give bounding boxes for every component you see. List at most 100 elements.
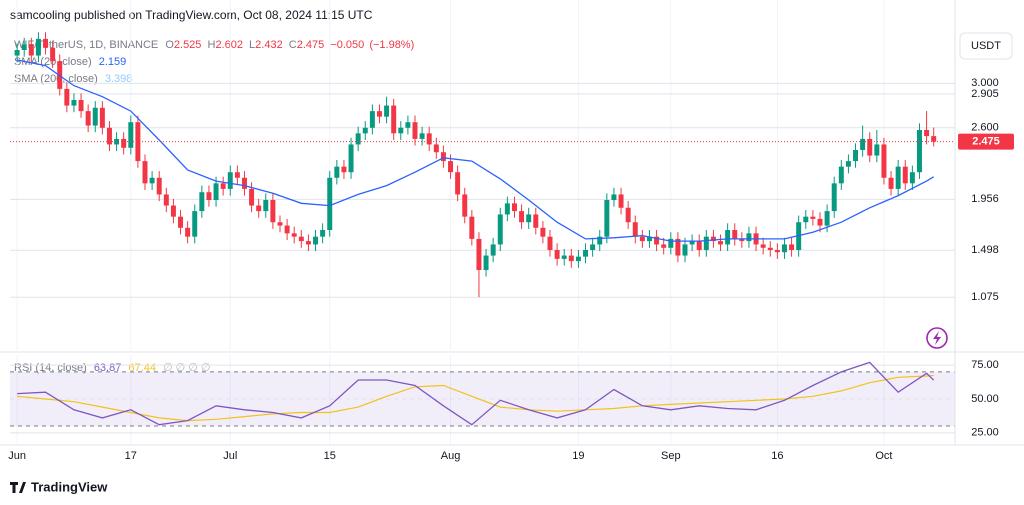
candle-body — [803, 216, 809, 223]
candle-body — [149, 177, 155, 184]
candle-body — [590, 244, 596, 250]
currency[interactable]: USDT — [971, 40, 1001, 52]
symbol: WIF/TetherUS, 1D, BINANCE — [14, 39, 158, 51]
legend-value: 2.525 — [174, 39, 202, 51]
rsi-ma-line — [17, 374, 934, 422]
candle-body — [760, 244, 766, 248]
rsi-tick-label: 50.00 — [971, 393, 999, 405]
candle-body — [689, 241, 695, 245]
x-tick-label: 15 — [324, 450, 336, 462]
candle-body — [703, 236, 709, 250]
candle-body — [860, 138, 866, 150]
candle-body — [504, 203, 510, 215]
candle-body — [824, 211, 830, 226]
y-tick-label: 1.075 — [971, 291, 999, 303]
candle-body — [483, 255, 489, 270]
candle-body — [263, 200, 269, 212]
candle-body — [106, 127, 112, 145]
candle-body — [739, 238, 745, 242]
candle-body — [128, 122, 134, 148]
candle-body — [597, 236, 603, 245]
candle-body — [540, 227, 546, 237]
candle-body — [519, 211, 525, 223]
candle-body — [35, 38, 41, 56]
candle-body — [249, 188, 255, 206]
sma200-name: SMA (200, close) — [14, 73, 98, 85]
candle-body — [895, 166, 901, 189]
x-tick-label: Jun — [8, 450, 26, 462]
candle-body — [433, 144, 439, 153]
legend-value: 2.432 — [255, 39, 283, 51]
legend-value: 2.602 — [215, 39, 243, 51]
candle-body — [50, 47, 56, 62]
legend-main: WIF/TetherUS, 1D, BINANCE O2.525 H2.602 … — [14, 39, 414, 51]
candle-body — [924, 130, 930, 137]
y-tick-label: 1.498 — [971, 244, 999, 256]
legend-sma200: SMA (200, close) 3.398 — [14, 73, 132, 85]
candle-body — [931, 136, 937, 142]
candle-body — [156, 177, 162, 195]
candle-body — [533, 214, 539, 228]
candle-body — [746, 233, 752, 242]
candle-body — [362, 127, 368, 134]
candle-body — [817, 218, 823, 226]
candle-body — [412, 122, 418, 139]
candle-body — [185, 227, 191, 237]
candle-body — [732, 230, 738, 239]
candle-body — [710, 236, 716, 242]
y-tick-label: 3.000 — [971, 77, 999, 89]
candle-body — [718, 241, 724, 245]
candle-body — [178, 216, 184, 228]
candle-body — [476, 238, 482, 270]
candle-body — [767, 247, 773, 250]
candle-body — [661, 244, 667, 248]
x-tick-label: 17 — [125, 450, 137, 462]
candle-body — [867, 138, 873, 156]
candle-body — [419, 133, 425, 139]
candle-body — [526, 214, 532, 223]
candle-body — [469, 216, 475, 239]
candle-body — [511, 203, 517, 212]
rsi-tick-label: 75.00 — [971, 359, 999, 371]
candle-body — [881, 144, 887, 178]
candle-body — [490, 244, 496, 256]
candle-body — [92, 107, 98, 126]
candle-body — [163, 194, 169, 206]
candle-body — [497, 214, 503, 245]
candle-body — [291, 233, 297, 237]
currency-button[interactable] — [959, 32, 1013, 60]
header: samcooling published on TradingView.com,… — [10, 8, 373, 22]
flash-icon[interactable] — [926, 327, 948, 349]
candle-body — [71, 100, 77, 106]
candle-body — [426, 133, 432, 145]
candle-body — [625, 207, 631, 223]
x-tick-label: Aug — [441, 450, 461, 462]
candle-body — [43, 38, 49, 48]
legend-label: O — [165, 39, 174, 51]
candle-body — [774, 250, 780, 253]
candle-body — [199, 192, 205, 212]
rsi-tick-label: 25.00 — [971, 427, 999, 439]
candle-body — [206, 192, 212, 200]
candle-body — [341, 166, 347, 173]
last-price-label: 2.475 — [972, 136, 1000, 148]
candle-body — [334, 166, 340, 178]
candle-body — [888, 177, 894, 189]
candle-body — [277, 222, 283, 226]
candle-body — [632, 222, 638, 237]
candle-body — [575, 256, 581, 262]
candle-body — [369, 111, 375, 128]
candle-body — [646, 236, 652, 242]
candle-body — [227, 172, 233, 189]
candle-body — [831, 183, 837, 212]
candle-body — [135, 122, 141, 162]
candle-body — [298, 236, 304, 242]
candle-body — [455, 172, 461, 195]
candle-body — [448, 161, 454, 173]
candle-body — [213, 183, 219, 200]
legend-value: 2.475 — [297, 39, 325, 51]
candle-body — [781, 244, 787, 253]
candle-body — [725, 230, 731, 245]
